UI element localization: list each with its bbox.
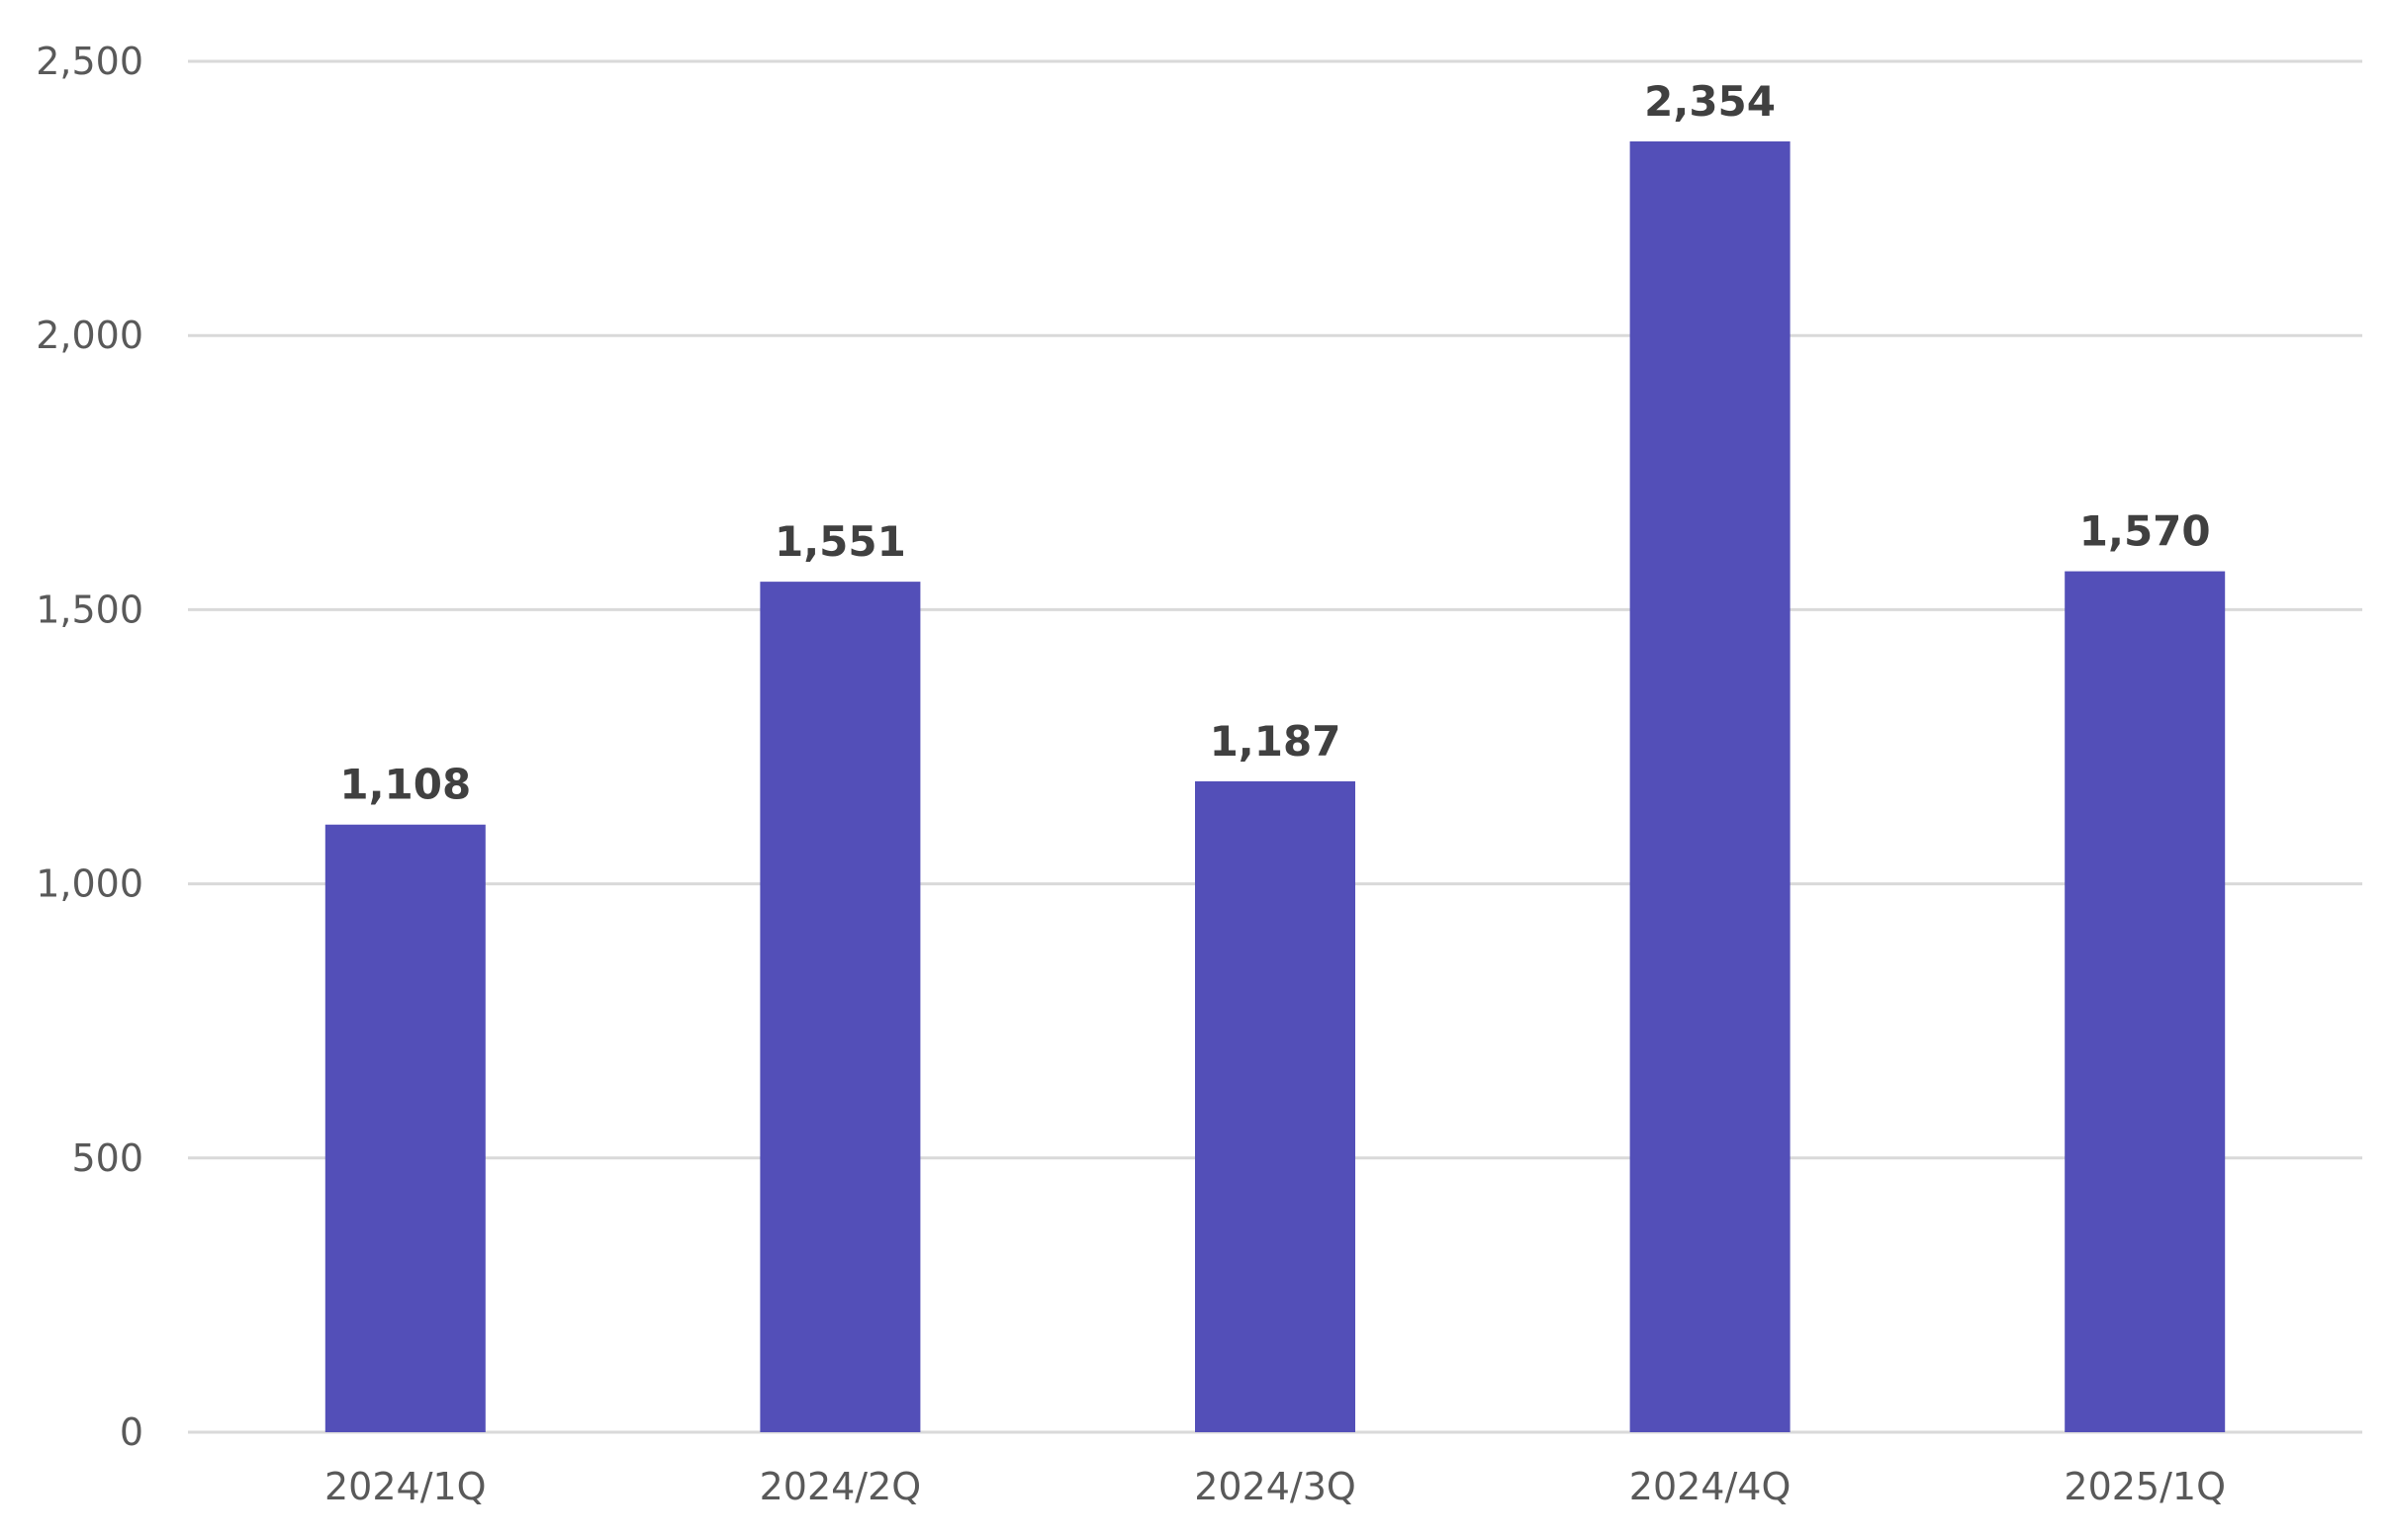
bar <box>2065 571 2226 1432</box>
bar <box>1629 140 1791 1433</box>
y-tick-label: 0 <box>120 1410 143 1454</box>
y-tick-label: 2,500 <box>36 40 143 83</box>
bar <box>1195 780 1355 1432</box>
x-tick-label: 2024/4Q <box>1629 1465 1792 1508</box>
x-tick-label: 2025/1Q <box>2064 1465 2226 1508</box>
data-label: 1,570 <box>2079 507 2211 556</box>
x-tick-label: 2024/3Q <box>1194 1465 1356 1508</box>
data-label: 1,187 <box>1210 717 1341 766</box>
y-axis-ticks: 0 500 1,000 1,500 2,000 2,500 <box>36 40 143 1454</box>
y-tick-label: 1,000 <box>36 862 143 906</box>
data-label: 1,108 <box>339 761 471 809</box>
bar <box>324 824 486 1432</box>
y-tick-label: 1,500 <box>36 588 143 631</box>
bar <box>760 582 921 1432</box>
data-labels: 1,108 1,551 1,187 2,354 1,570 <box>339 77 2210 809</box>
x-axis-ticks: 2024/1Q 2024/2Q 2024/3Q 2024/4Q 2025/1Q <box>324 1465 2226 1508</box>
data-label: 1,551 <box>775 517 906 566</box>
y-tick-label: 2,000 <box>36 314 143 357</box>
data-label: 2,354 <box>1644 77 1776 126</box>
x-tick-label: 2024/1Q <box>324 1465 487 1508</box>
y-tick-label: 500 <box>71 1136 143 1180</box>
x-tick-label: 2024/2Q <box>760 1465 922 1508</box>
bars <box>324 140 2226 1433</box>
